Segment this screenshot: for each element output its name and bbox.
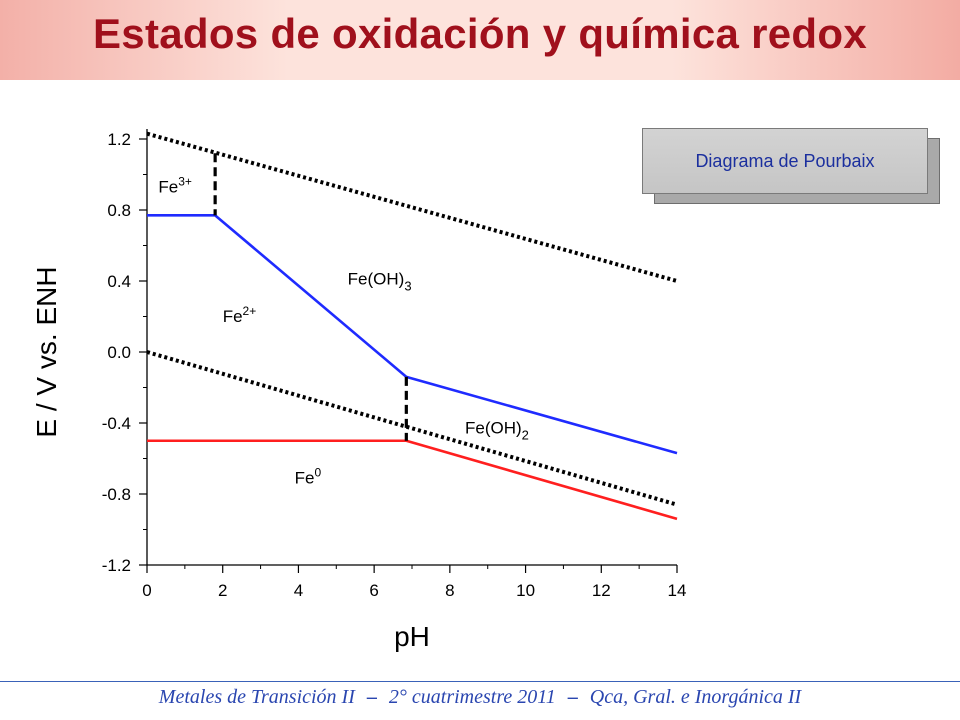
region-label-3: Fe(OH)2 bbox=[465, 419, 529, 443]
y-tick-label: 0.4 bbox=[107, 272, 131, 291]
y-tick-label: -0.8 bbox=[102, 485, 131, 504]
pourbaix-chart: 1.2 0.8 0.4 0.0 -0.4 -0.8 -1.2 0 2 4 6 8 10 12 14 pH E /… bbox=[31, 129, 687, 652]
y-tick-label: 0.8 bbox=[107, 201, 131, 220]
series-line-2 bbox=[147, 214, 678, 455]
x-tick-label: 4 bbox=[294, 581, 303, 600]
series-line-0 bbox=[146, 131, 678, 283]
x-tick-label: 8 bbox=[445, 581, 454, 600]
callout-label: Diagrama de Pourbaix bbox=[642, 128, 928, 194]
slide-title: Estados de oxidación y química redox bbox=[92, 10, 868, 57]
y-axis-label: E / V vs. ENH bbox=[31, 266, 62, 437]
y-tick-label: 1.2 bbox=[107, 130, 131, 149]
region-label-0: Fe3+ bbox=[158, 174, 192, 196]
footer-divider bbox=[0, 681, 960, 682]
x-tick-label: 2 bbox=[218, 581, 227, 600]
x-tick-label: 6 bbox=[369, 581, 378, 600]
footer-separator: – bbox=[567, 686, 578, 708]
footer-course: Metales de Transición II bbox=[158, 686, 355, 708]
x-axis-label: pH bbox=[394, 621, 430, 652]
region-label-2: Fe(OH)3 bbox=[348, 270, 412, 294]
x-tick-label: 14 bbox=[668, 581, 687, 600]
footer-department: Qca, Gral. e Inorgánica II bbox=[589, 686, 802, 708]
callout-box: Diagrama de Pourbaix bbox=[642, 128, 940, 204]
series-line-1 bbox=[146, 350, 678, 507]
x-tick-label: 10 bbox=[516, 581, 535, 600]
region-label-4: Fe0 bbox=[295, 465, 322, 487]
y-tick-label: -0.4 bbox=[102, 414, 131, 433]
y-tick-label: 0.0 bbox=[107, 343, 131, 362]
footer-separator: – bbox=[366, 686, 377, 708]
footer: Metales de Transición II –2° cuatrimestre… bbox=[0, 686, 960, 709]
y-tick-label: -1.2 bbox=[102, 556, 131, 575]
x-tick-label: 12 bbox=[592, 581, 611, 600]
footer-term: 2° cuatrimestre 2011 bbox=[388, 686, 556, 708]
region-label-1: Fe2+ bbox=[223, 304, 257, 326]
title-bar: Estados de oxidación y química redox bbox=[0, 0, 960, 80]
x-tick-label: 0 bbox=[142, 581, 151, 600]
